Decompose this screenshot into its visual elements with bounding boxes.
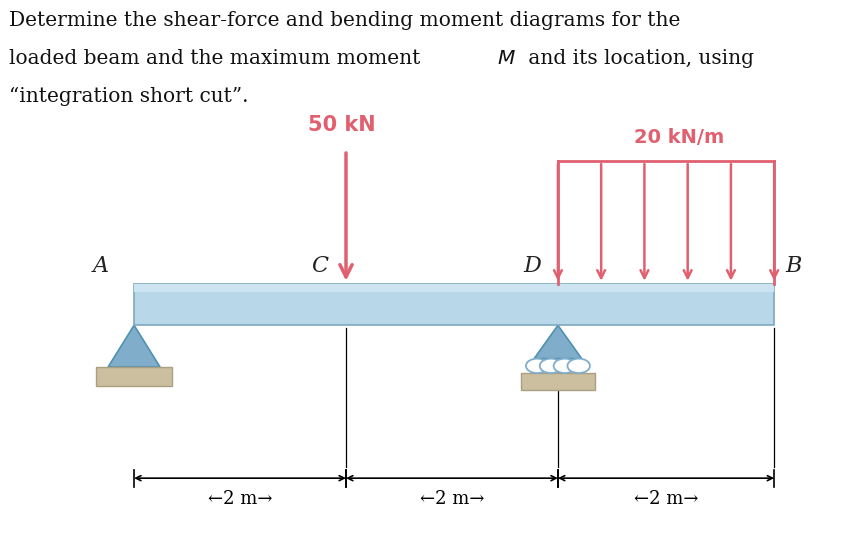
Text: ←2 m→: ←2 m→	[420, 490, 484, 508]
Bar	[521, 373, 595, 390]
Text: D: D	[523, 255, 541, 277]
Polygon shape	[108, 325, 160, 367]
Circle shape	[567, 359, 590, 373]
Text: $\mathit{M}$: $\mathit{M}$	[497, 49, 516, 68]
Text: “integration short cut”.: “integration short cut”.	[9, 87, 248, 106]
Text: 50 kN: 50 kN	[308, 115, 375, 135]
Circle shape	[526, 359, 548, 373]
Bar	[96, 367, 172, 386]
Bar	[134, 284, 774, 292]
Text: B: B	[785, 255, 801, 277]
Text: 20 kN/m: 20 kN/m	[634, 128, 724, 147]
Text: and its location, using: and its location, using	[522, 49, 753, 68]
Text: A: A	[93, 255, 109, 277]
Circle shape	[554, 359, 576, 373]
Text: loaded beam and the maximum moment: loaded beam and the maximum moment	[9, 49, 426, 68]
Text: Determine the shear-force and bending moment diagrams for the: Determine the shear-force and bending mo…	[9, 11, 680, 30]
Polygon shape	[535, 325, 581, 359]
Bar	[134, 284, 774, 325]
Text: C: C	[311, 255, 329, 277]
Circle shape	[540, 359, 562, 373]
Text: ←2 m→: ←2 m→	[634, 490, 698, 508]
Text: ←2 m→: ←2 m→	[208, 490, 272, 508]
